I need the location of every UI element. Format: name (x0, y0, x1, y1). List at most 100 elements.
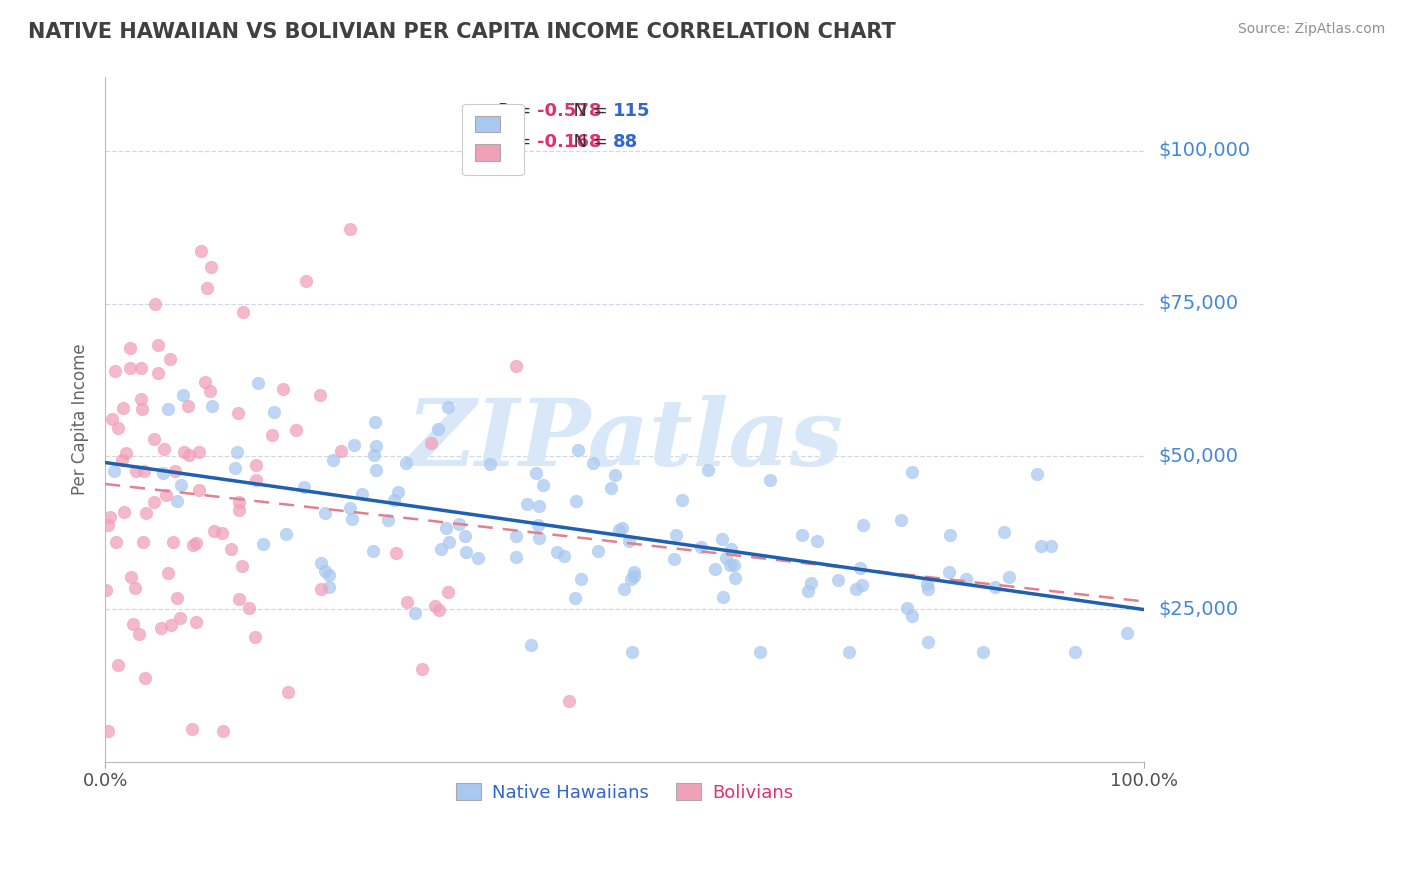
Point (97, 724, 120, 739)
Point (972, 645, 994, 659)
Point (527, 518, 550, 533)
Text: Source: ZipAtlas.com: Source: ZipAtlas.com (1237, 22, 1385, 37)
Point (271, 383, 294, 397)
Point (247, 376, 270, 390)
Point (107, 421, 129, 435)
Point (169, 611, 191, 625)
Point (181, 722, 204, 736)
Point (228, 495, 250, 509)
Point (505, 359, 527, 374)
Point (427, 421, 450, 435)
Point (454, 528, 477, 542)
Point (194, 376, 217, 390)
Point (94, 583, 117, 598)
Point (586, 543, 609, 558)
Text: $75,000: $75,000 (1159, 294, 1239, 313)
Point (101, 412, 124, 426)
Point (134, 671, 156, 685)
Point (135, 506, 157, 520)
Point (169, 478, 191, 492)
Point (228, 503, 250, 517)
Text: $25,000: $25,000 (1159, 599, 1239, 618)
Point (262, 428, 284, 442)
Point (467, 551, 489, 566)
Point (437, 400, 460, 414)
Point (603, 468, 626, 483)
Point (188, 483, 211, 497)
Point (131, 535, 153, 549)
Point (166, 591, 188, 605)
Point (564, 494, 586, 508)
Text: NATIVE HAWAIIAN VS BOLIVIAN PER CAPITA INCOME CORRELATION CHART: NATIVE HAWAIIAN VS BOLIVIAN PER CAPITA I… (28, 22, 896, 42)
Point (363, 448, 385, 462)
Point (454, 545, 477, 559)
Point (569, 572, 592, 586)
Point (112, 505, 135, 519)
Point (1031, 540, 1053, 554)
Point (582, 456, 605, 470)
Point (115, 446, 138, 460)
Point (1063, 645, 1085, 659)
Point (197, 281, 219, 295)
Point (567, 442, 589, 457)
Point (797, 584, 820, 599)
Point (238, 601, 260, 615)
Point (157, 566, 180, 581)
Point (131, 392, 153, 406)
Point (231, 559, 253, 574)
Point (724, 570, 747, 584)
Point (711, 591, 734, 605)
Point (617, 533, 640, 548)
Point (352, 487, 374, 501)
Point (366, 463, 388, 477)
Point (292, 480, 315, 494)
Point (1026, 467, 1049, 482)
Point (849, 561, 872, 575)
Point (111, 453, 134, 467)
Point (339, 222, 361, 236)
Point (211, 526, 233, 541)
Point (623, 569, 645, 583)
Point (1039, 539, 1062, 553)
Point (177, 448, 200, 462)
Point (890, 513, 912, 527)
Point (160, 618, 183, 632)
Point (142, 495, 165, 509)
Point (662, 552, 685, 566)
Point (187, 445, 209, 459)
Point (896, 600, 918, 615)
Point (851, 578, 873, 592)
Point (118, 341, 141, 355)
Point (186, 615, 208, 630)
Text: N =: N = (561, 133, 613, 151)
Point (146, 337, 169, 351)
Point (425, 599, 447, 614)
Point (366, 439, 388, 453)
Point (146, 366, 169, 380)
Point (437, 584, 460, 599)
Text: 88: 88 (613, 133, 638, 151)
Point (172, 388, 194, 402)
Point (339, 501, 361, 516)
Point (263, 405, 285, 419)
Point (340, 512, 363, 526)
Point (343, 438, 366, 452)
Point (190, 244, 212, 259)
Point (129, 360, 152, 375)
Point (107, 658, 129, 673)
Point (704, 562, 727, 576)
Point (478, 457, 501, 471)
Point (314, 564, 336, 578)
Point (838, 645, 860, 659)
Text: R =: R = (498, 133, 537, 151)
Point (143, 297, 166, 311)
Point (181, 538, 204, 552)
Point (800, 576, 823, 591)
Point (219, 542, 242, 557)
Point (938, 565, 960, 579)
Point (128, 627, 150, 641)
Point (330, 444, 353, 458)
Text: 115: 115 (613, 103, 651, 120)
Point (714, 551, 737, 566)
Text: $50,000: $50,000 (1159, 447, 1239, 466)
